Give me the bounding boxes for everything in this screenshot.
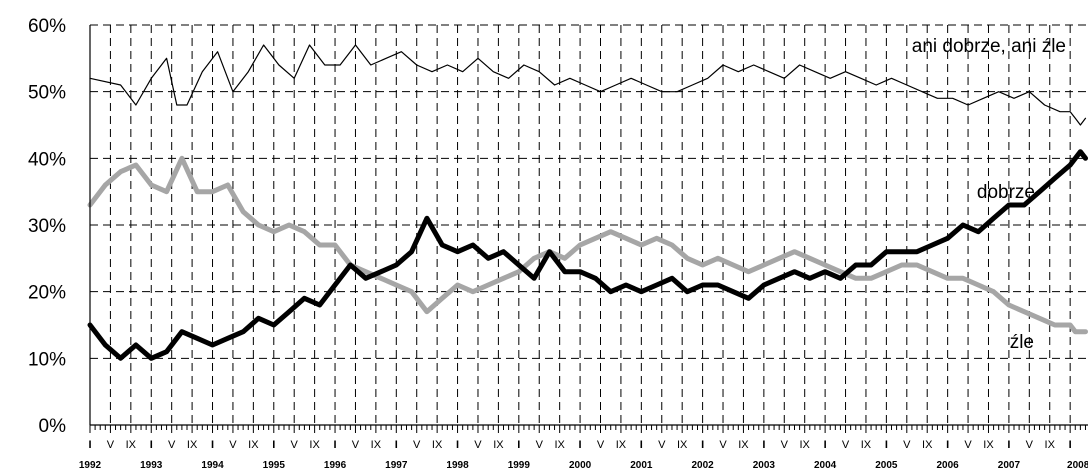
x-month-label: V xyxy=(107,439,115,451)
series-line-ani-dobrze-ani-zle xyxy=(89,44,1087,126)
x-year-label: 1992 xyxy=(79,460,102,471)
x-month-label: I xyxy=(579,439,582,451)
x-month-label: I xyxy=(1007,439,1010,451)
x-month-label: I xyxy=(456,439,459,451)
x-month-label: I xyxy=(272,439,275,451)
x-year-label: 1996 xyxy=(324,460,347,471)
x-month-label: IX xyxy=(432,439,443,451)
annotation-zle: źle xyxy=(1010,332,1034,353)
series-layer xyxy=(87,44,1088,361)
x-month-label: IX xyxy=(309,439,320,451)
x-month-label: IX xyxy=(493,439,504,451)
x-month-label: V xyxy=(719,439,727,451)
series-annotations: ani dobrze, ani źle dobrze źle xyxy=(912,36,1066,353)
x-year-label: 2003 xyxy=(753,460,776,471)
x-month-label: V xyxy=(474,439,482,451)
x-month-label: V xyxy=(781,439,789,451)
x-year-label: 2007 xyxy=(998,460,1021,471)
x-month-label: I xyxy=(334,439,337,451)
x-month-label: I xyxy=(395,439,398,451)
series-line-zle xyxy=(87,155,1088,335)
x-year-label: 2005 xyxy=(875,460,898,471)
x-year-label: 1997 xyxy=(385,460,408,471)
x-month-label: IX xyxy=(616,439,627,451)
x-month-label: V xyxy=(291,439,299,451)
x-month-label: IX xyxy=(799,439,810,451)
y-tick-labels: 0% 10% 20% 30% 40% 50% 60% xyxy=(28,16,66,437)
x-month-label: I xyxy=(1069,439,1072,451)
y-tick-label: 10% xyxy=(28,349,66,370)
x-month-label: V xyxy=(842,439,850,451)
y-tick-label: 50% xyxy=(28,83,66,104)
x-month-label: I xyxy=(211,439,214,451)
x-month-label: IX xyxy=(187,439,198,451)
annotation-dobrze: dobrze xyxy=(977,182,1035,203)
x-month-label: V xyxy=(903,439,911,451)
y-tick-label: 20% xyxy=(28,283,66,304)
x-year-label: 1995 xyxy=(263,460,286,471)
x-year-label: 1998 xyxy=(446,460,469,471)
x-month-label: IX xyxy=(677,439,688,451)
x-year-label: 1994 xyxy=(201,460,224,471)
x-month-label: I xyxy=(517,439,520,451)
x-month-label: IX xyxy=(248,439,259,451)
x-tick-labels: I 1992 V IX I 1993 V IX I 1994 V IX I 1995 V IX I 1996 V IX… xyxy=(79,425,1088,471)
x-month-label: IX xyxy=(371,439,382,451)
x-year-label: 2008 xyxy=(1067,460,1088,471)
x-month-label: I xyxy=(701,439,704,451)
vertical-gridlines xyxy=(109,25,1071,425)
x-month-label: V xyxy=(536,439,544,451)
x-year-label: 2001 xyxy=(630,460,653,471)
x-month-label: I xyxy=(946,439,949,451)
plot-area xyxy=(87,24,1088,426)
x-month-label: I xyxy=(640,439,643,451)
x-year-label: 2006 xyxy=(937,460,960,471)
x-month-label: IX xyxy=(554,439,565,451)
x-month-label: V xyxy=(168,439,176,451)
x-month-label: V xyxy=(413,439,421,451)
x-month-label: IX xyxy=(1045,439,1056,451)
y-tick-label: 40% xyxy=(28,149,66,170)
x-year-label: 2004 xyxy=(814,460,837,471)
x-month-label: I xyxy=(885,439,888,451)
annotation-ani-dobrze-ani-zle: ani dobrze, ani źle xyxy=(912,36,1066,57)
x-month-label: V xyxy=(352,439,360,451)
x-month-label: IX xyxy=(861,439,872,451)
x-month-label: I xyxy=(824,439,827,451)
x-year-label: 2000 xyxy=(569,460,592,471)
x-month-label: IX xyxy=(983,439,994,451)
x-month-label: V xyxy=(964,439,972,451)
x-month-label: IX xyxy=(126,439,137,451)
x-month-label: I xyxy=(150,439,153,451)
x-year-label: 1999 xyxy=(508,460,531,471)
x-month-label: V xyxy=(229,439,237,451)
series-line-dobrze xyxy=(87,149,1088,361)
y-tick-label: 30% xyxy=(28,216,66,237)
x-month-label: IX xyxy=(922,439,933,451)
x-month-label: IX xyxy=(738,439,749,451)
x-month-label: V xyxy=(658,439,666,451)
x-month-label: V xyxy=(597,439,605,451)
x-month-label: V xyxy=(1026,439,1034,451)
horizontal-gridlines xyxy=(90,24,1088,359)
x-year-label: 2002 xyxy=(691,460,714,471)
x-month-label: I xyxy=(88,439,91,451)
y-tick-label: 60% xyxy=(28,16,66,37)
y-tick-label: 0% xyxy=(39,416,67,437)
x-month-label: I xyxy=(762,439,765,451)
x-year-label: 1993 xyxy=(140,460,163,471)
